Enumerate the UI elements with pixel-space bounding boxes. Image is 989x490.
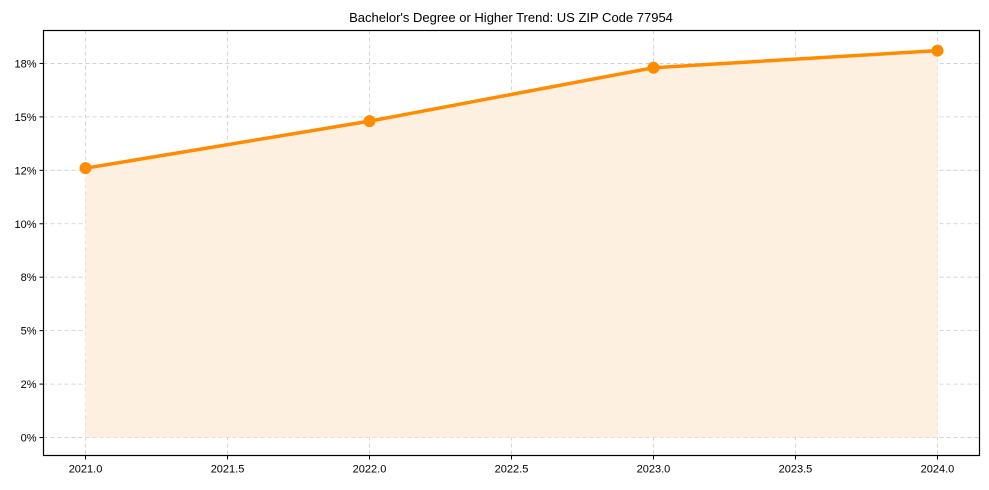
data-point: [363, 115, 376, 128]
x-tick-label: 2023.5: [779, 464, 813, 476]
y-tick-label: 5%: [21, 326, 37, 338]
y-axis: 0% 2% 5% 8% 10% 12% 15% 18%: [14, 58, 44, 445]
data-point: [79, 162, 92, 175]
y-tick-label: 18%: [14, 58, 36, 70]
x-tick-label: 2023.0: [637, 464, 671, 476]
y-tick-label: 10%: [14, 219, 36, 231]
x-tick-label: 2022.0: [353, 464, 387, 476]
data-point: [647, 61, 660, 74]
y-tick-label: 8%: [21, 272, 37, 284]
y-tick-label: 12%: [14, 165, 36, 177]
x-tick-label: 2024.0: [921, 464, 955, 476]
y-tick-label: 15%: [14, 112, 36, 124]
series-line: [85, 48, 938, 170]
x-tick-label: 2022.5: [495, 464, 529, 476]
x-tick-label: 2021.5: [211, 464, 245, 476]
x-axis: 2021.0 2021.5 2022.0 2022.5 2023.0 2023.5 2024…: [69, 455, 955, 476]
data-point: [931, 44, 944, 57]
area-fill: [85, 50, 938, 438]
x-tick-label: 2021.0: [69, 464, 103, 476]
chart-title: Bachelor's Degree or Higher Trend: US ZI…: [349, 10, 673, 25]
y-tick-label: 0%: [21, 433, 37, 445]
y-tick-label: 2%: [21, 379, 37, 391]
data-markers: [79, 44, 944, 175]
